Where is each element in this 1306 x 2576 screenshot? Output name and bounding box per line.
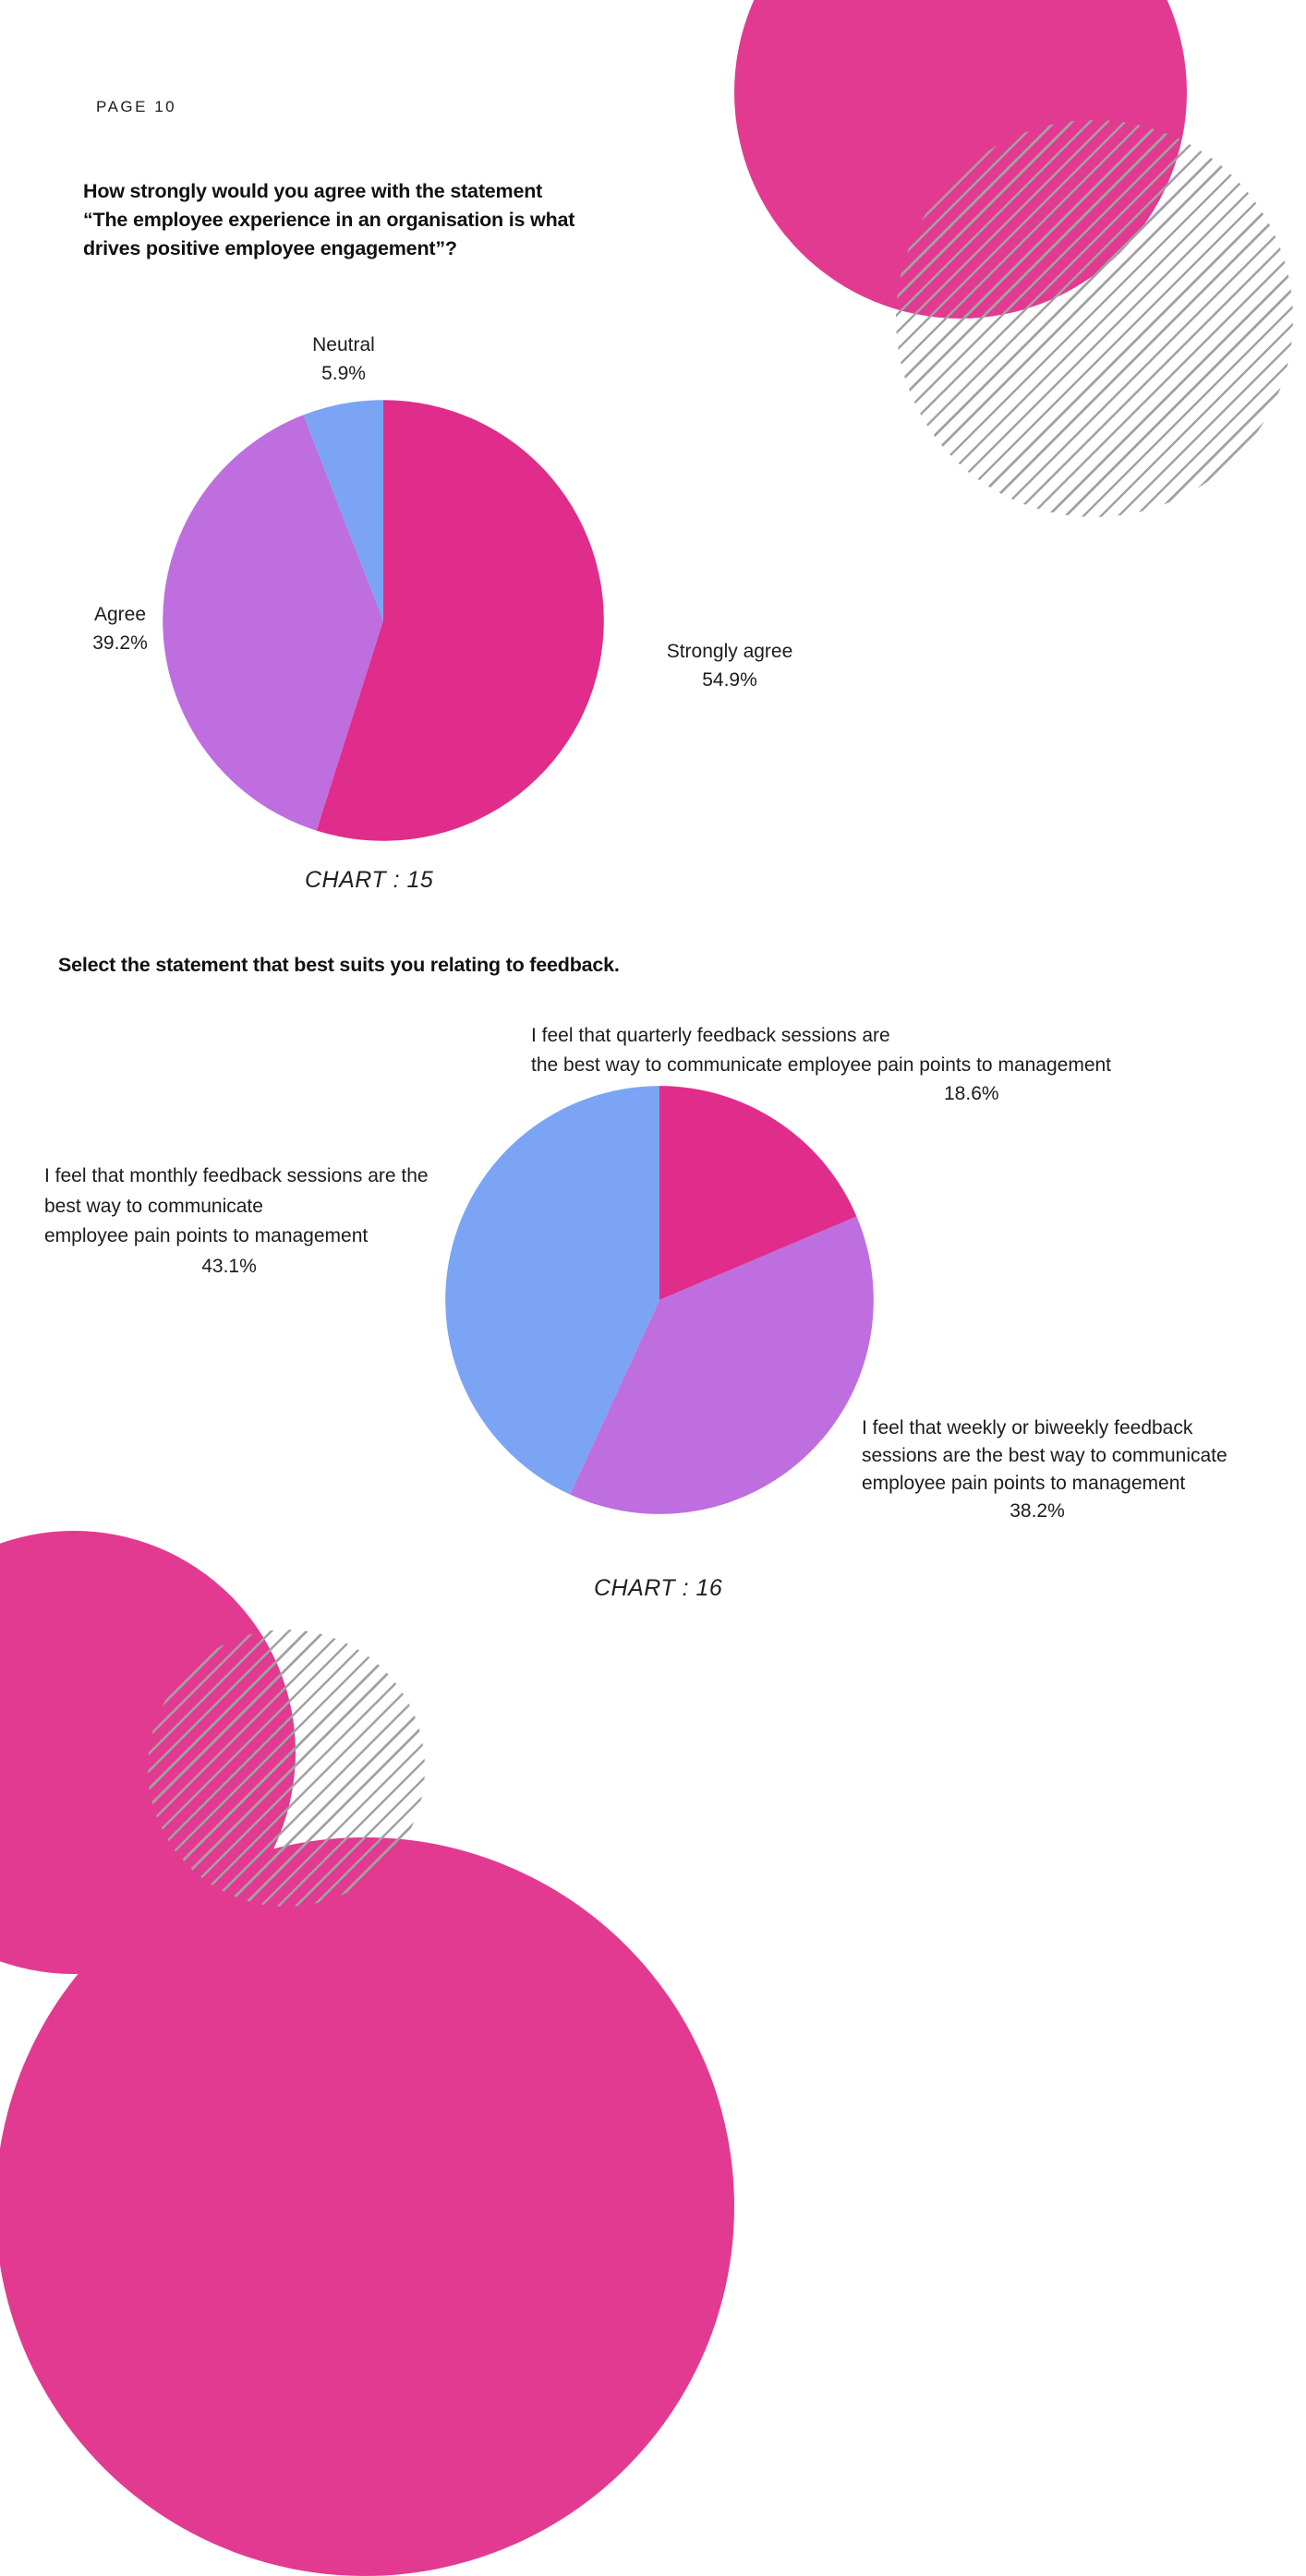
pie-label-monthly-line-2: best way to communicate: [44, 1195, 263, 1217]
chart-16-caption: CHART : 16: [594, 1575, 723, 1601]
pie-slice-agree: [163, 415, 383, 831]
question-heading-chart-15: How strongly would you agree with the st…: [83, 180, 575, 259]
pie-label-monthly-pct: 43.1%: [201, 1255, 257, 1277]
pie-label-quarterly-feedback: I feel that quarterly feedback sessions …: [531, 1021, 1178, 1109]
pie-chart-15: [163, 400, 604, 841]
pie-label-quarterly-line-2: the best way to communicate employee pai…: [531, 1053, 1112, 1076]
pie-label-weekly-line-2: sessions are the best way to communicate: [862, 1445, 1227, 1466]
pie-label-neutral-pct: 5.9%: [321, 363, 366, 384]
pie-label-neutral-text: Neutral: [312, 334, 375, 355]
pie-slice-neutral: [303, 400, 383, 620]
pie-slice-strongly-agree: [316, 400, 604, 841]
pie-label-weekly-line-1: I feel that weekly or biweekly feedback: [862, 1417, 1193, 1438]
pie-label-agree: Agree 39.2%: [46, 600, 194, 657]
pie-label-monthly-line-3: employee pain points to management: [44, 1225, 369, 1246]
pie-label-agree-text: Agree: [93, 604, 147, 625]
question-heading-chart-16: Select the statement that best suits you…: [58, 954, 620, 976]
decorative-hatched-circle-bottom-left: [148, 1630, 425, 1907]
pie-label-strongly-agree: Strongly agree 54.9%: [591, 637, 868, 694]
pie-label-quarterly-line-1: I feel that quarterly feedback sessions …: [531, 1025, 890, 1046]
pie-slice-i-feel-that-monthly-feedback-sessions-ar: [445, 1086, 659, 1495]
pie-label-monthly-line-1: I feel that monthly feedback sessions ar…: [44, 1165, 429, 1186]
pie-chart-16: [445, 1086, 874, 1514]
chart-15-caption: CHART : 15: [305, 867, 434, 893]
decorative-hatched-circle-top-right: [896, 120, 1293, 517]
pie-label-strongly-agree-text: Strongly agree: [666, 641, 793, 662]
pie-slice-i-feel-that-weekly-or-biweekly-feedback-: [570, 1216, 874, 1514]
pie-label-weekly-pct: 38.2%: [1010, 1500, 1065, 1522]
pie-label-weekly-feedback: I feel that weekly or biweekly feedback …: [862, 1414, 1277, 1525]
pie-label-weekly-line-3: employee pain points to management: [862, 1473, 1186, 1494]
page-number-label: PAGE 10: [96, 98, 177, 115]
pie-label-monthly-feedback: I feel that monthly feedback sessions ar…: [44, 1162, 478, 1282]
pie-slice-i-feel-that-quarterly-feedback-sessions-: [659, 1086, 857, 1300]
decorative-pink-circle-bottom-edge: [0, 1837, 734, 2576]
pie-label-neutral: Neutral 5.9%: [274, 331, 413, 388]
pie-label-agree-pct: 39.2%: [92, 632, 148, 654]
pie-label-quarterly-pct: 18.6%: [944, 1083, 999, 1104]
pie-label-strongly-agree-pct: 54.9%: [702, 669, 757, 691]
